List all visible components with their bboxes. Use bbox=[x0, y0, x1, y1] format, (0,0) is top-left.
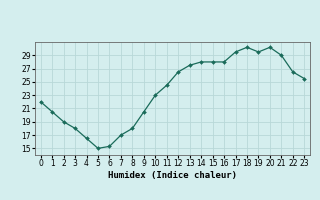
X-axis label: Humidex (Indice chaleur): Humidex (Indice chaleur) bbox=[108, 171, 237, 180]
